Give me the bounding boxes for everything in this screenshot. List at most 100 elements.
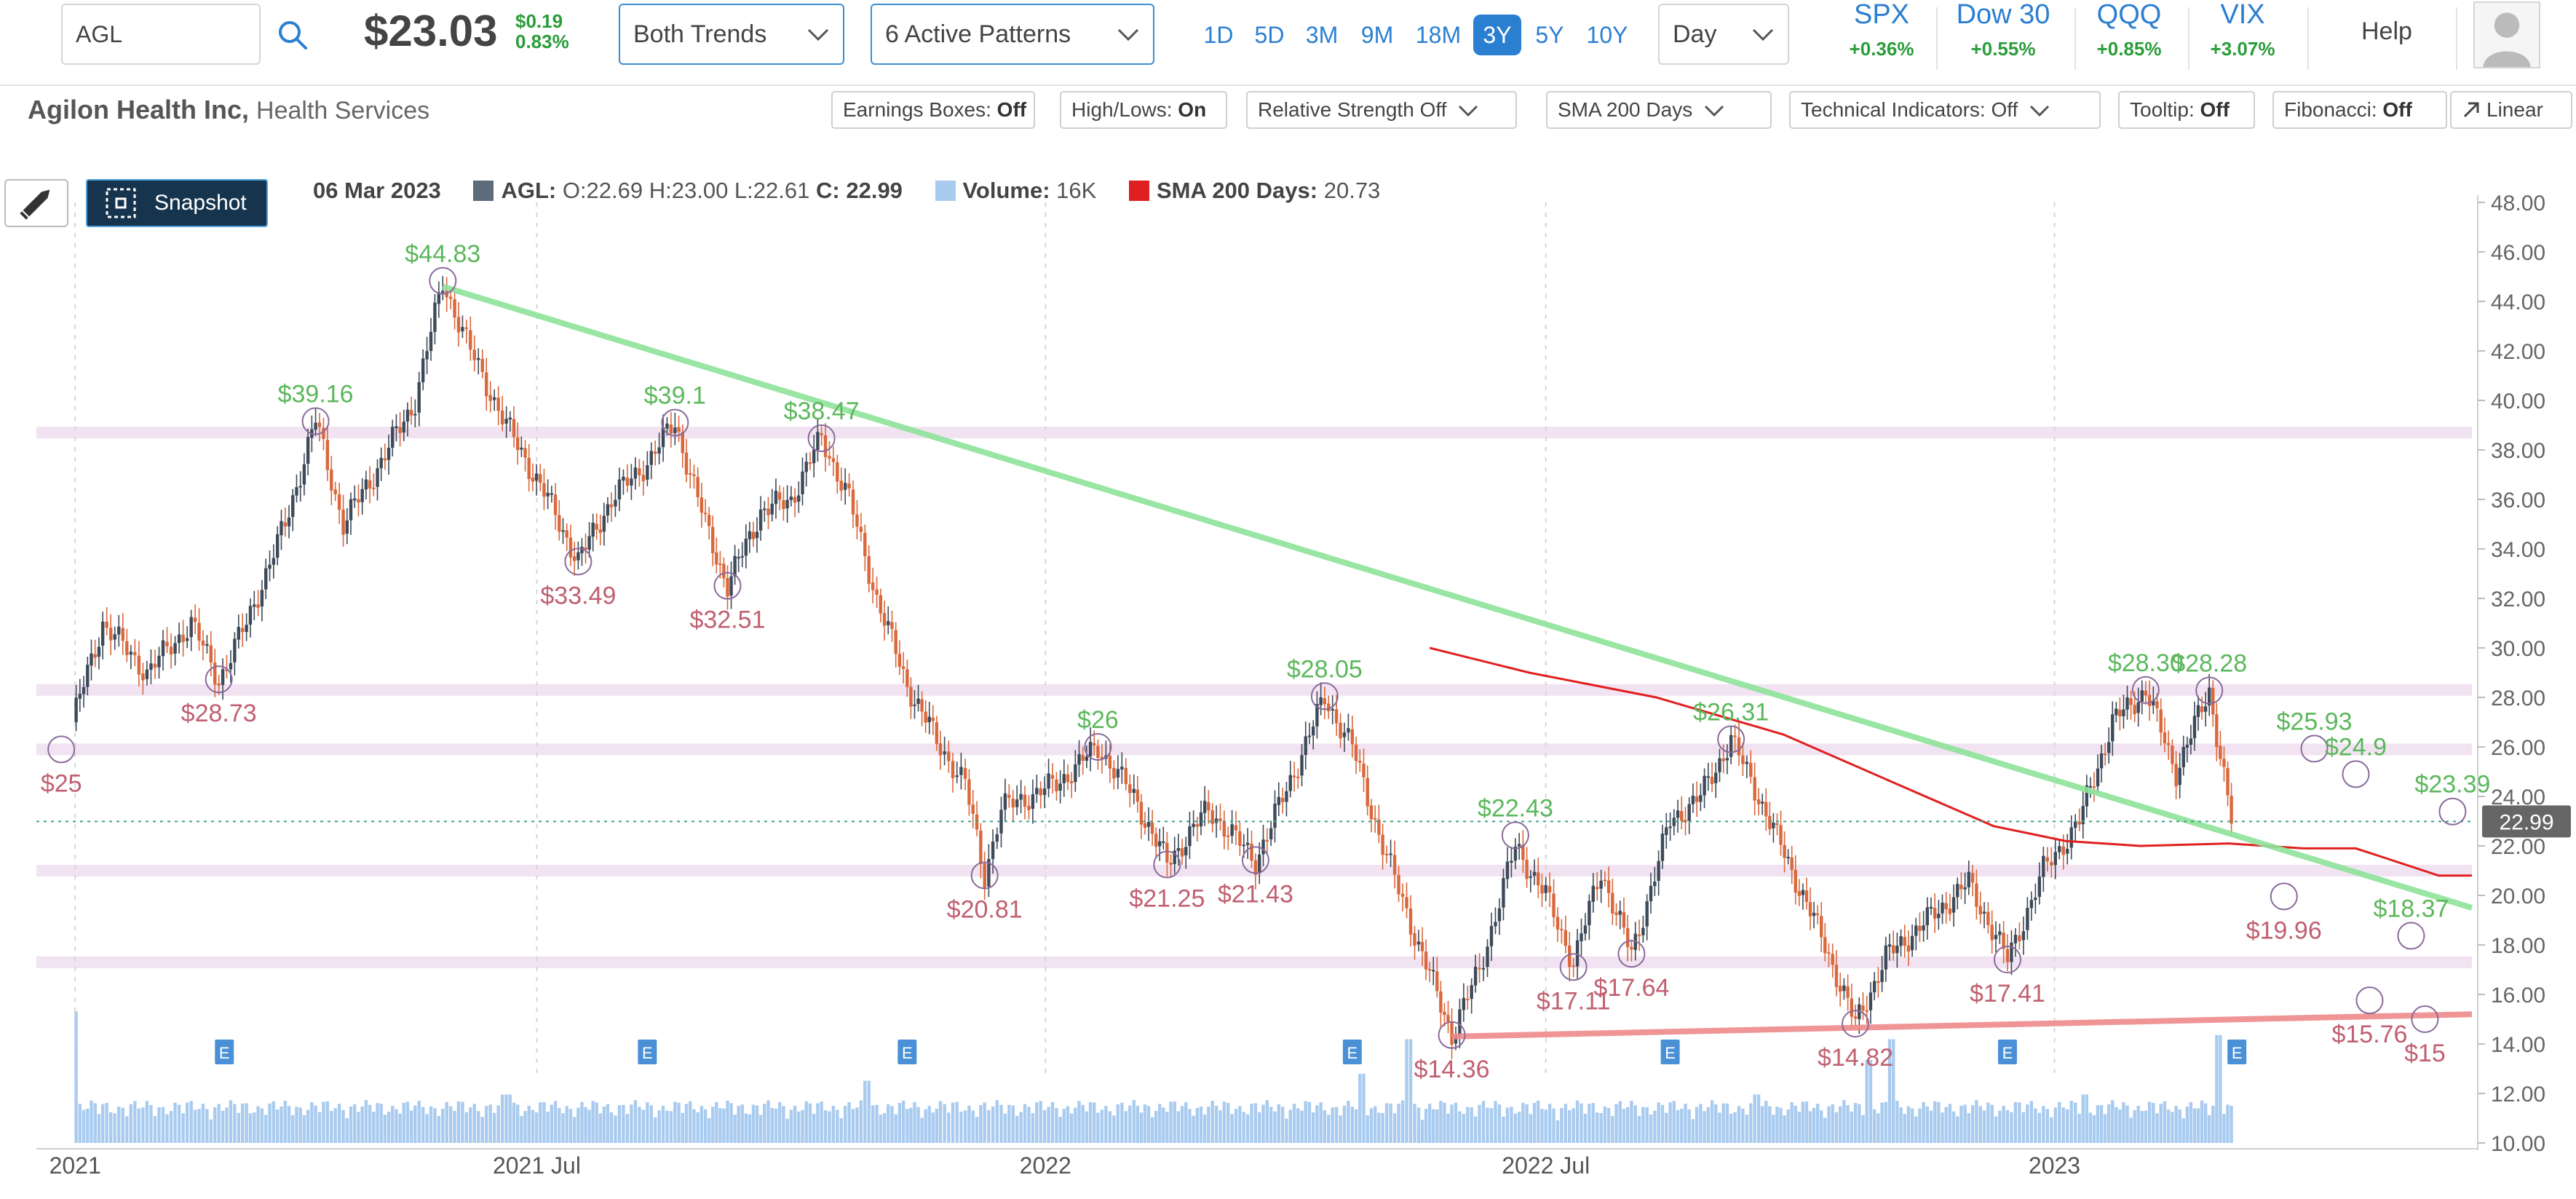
patterns-dropdown[interactable]: 6 Active Patterns bbox=[871, 4, 1154, 65]
candle-body bbox=[622, 476, 625, 481]
volume-bar bbox=[546, 1112, 550, 1143]
volume-bar bbox=[2200, 1100, 2204, 1143]
sma-dropdown[interactable]: SMA 200 Days bbox=[1546, 91, 1772, 129]
index-spx[interactable]: SPX +0.36% bbox=[1834, 0, 1929, 60]
candle-body bbox=[999, 810, 1003, 834]
volume-bar bbox=[1951, 1111, 1956, 1143]
volume-bar bbox=[1653, 1110, 1657, 1143]
candle-body bbox=[591, 522, 595, 537]
volume-bar bbox=[793, 1105, 797, 1143]
trend-dropdown[interactable]: Both Trends bbox=[619, 4, 844, 65]
volume-bar bbox=[924, 1109, 927, 1143]
volume-bar bbox=[617, 1105, 622, 1143]
high-lows-toggle[interactable]: High/Lows: On bbox=[1060, 91, 1227, 129]
volume-bar bbox=[1280, 1107, 1285, 1143]
volume-bar bbox=[1116, 1104, 1120, 1143]
interval-dropdown[interactable]: Day bbox=[1658, 4, 1789, 65]
search-icon[interactable] bbox=[275, 17, 310, 52]
relative-strength-dropdown[interactable]: Relative Strength Off bbox=[1246, 91, 1517, 129]
y-tick-label: 48.00 bbox=[2491, 191, 2545, 215]
technical-indicators-dropdown[interactable]: Technical Indicators: Off bbox=[1789, 91, 2101, 129]
index-vix[interactable]: VIX +3.07% bbox=[2195, 0, 2290, 60]
scale-toggle[interactable]: Linear bbox=[2450, 91, 2572, 129]
candle-body bbox=[1199, 812, 1203, 827]
range-10y[interactable]: 10Y bbox=[1586, 22, 1628, 48]
range-3m[interactable]: 3M bbox=[1305, 22, 1339, 48]
candle-body bbox=[1069, 781, 1074, 783]
volume-bar bbox=[1366, 1115, 1369, 1143]
candle-body bbox=[987, 858, 991, 887]
fibonacci-toggle[interactable]: Fibonacci: Off bbox=[2272, 91, 2447, 129]
index-qqq[interactable]: QQQ +0.85% bbox=[2082, 0, 2176, 60]
candle-body bbox=[823, 435, 828, 457]
candle-body bbox=[317, 422, 322, 427]
index-change: +0.55% bbox=[1970, 38, 2036, 60]
snapshot-button[interactable]: Snapshot bbox=[86, 179, 268, 227]
volume-bar bbox=[576, 1107, 580, 1143]
candle-body bbox=[1797, 891, 1802, 896]
volume-bar bbox=[264, 1115, 268, 1143]
volume-bar bbox=[1222, 1101, 1226, 1143]
candle-body bbox=[121, 628, 124, 641]
volume-bar bbox=[1804, 1101, 1809, 1143]
candle-body bbox=[1555, 917, 1560, 930]
candle-body bbox=[1384, 853, 1389, 855]
candle-body bbox=[782, 500, 785, 510]
volume-bar bbox=[1668, 1102, 1672, 1143]
help-link[interactable]: Help bbox=[2361, 17, 2412, 45]
option-value: On bbox=[1178, 98, 1207, 121]
volume-bar bbox=[213, 1107, 217, 1143]
candle-body bbox=[1405, 897, 1408, 909]
volume-bar bbox=[816, 1103, 820, 1143]
low-marker bbox=[1842, 1010, 1870, 1038]
volume-bar bbox=[1300, 1110, 1304, 1143]
candle-body bbox=[256, 604, 260, 609]
range-5y[interactable]: 5Y bbox=[1535, 22, 1564, 48]
volume-bar bbox=[1994, 1116, 1998, 1143]
candle-body bbox=[345, 520, 349, 534]
candle-body bbox=[633, 467, 638, 479]
volume-bar bbox=[456, 1101, 461, 1143]
range-9m[interactable]: 9M bbox=[1360, 22, 1394, 48]
candle-body bbox=[2133, 705, 2136, 715]
avatar[interactable] bbox=[2473, 1, 2540, 68]
candle-body bbox=[330, 469, 333, 491]
candle-body bbox=[1710, 777, 1714, 785]
candle-body bbox=[831, 458, 836, 462]
range-18m[interactable]: 18M bbox=[1415, 22, 1462, 48]
volume-bar bbox=[441, 1108, 445, 1143]
resistance-trend-line bbox=[442, 283, 2473, 911]
range-1d[interactable]: 1D bbox=[1203, 22, 1234, 48]
candle-body bbox=[1547, 886, 1552, 893]
volume-bar bbox=[1207, 1107, 1210, 1143]
tooltip-toggle[interactable]: Tooltip: Off bbox=[2118, 91, 2255, 129]
candle-body bbox=[1100, 756, 1104, 760]
candle-body bbox=[2196, 705, 2200, 717]
candle-body bbox=[391, 427, 395, 448]
candle-body bbox=[801, 471, 804, 494]
candle-body bbox=[1377, 819, 1381, 835]
candle-body bbox=[1951, 897, 1956, 913]
range-3y[interactable]: 3Y bbox=[1473, 15, 1521, 55]
volume-bar bbox=[1633, 1105, 1637, 1143]
candle-body bbox=[480, 359, 484, 373]
index-dow[interactable]: Dow 30 +0.55% bbox=[1945, 0, 2061, 60]
candle-body bbox=[715, 552, 718, 565]
volume-bar bbox=[1510, 1107, 1513, 1143]
candle-body bbox=[843, 483, 847, 490]
candle-body bbox=[1544, 885, 1547, 893]
low-label: $14.36 bbox=[1414, 1056, 1490, 1083]
symbol-input[interactable]: AGL bbox=[61, 4, 261, 65]
option-value: Off bbox=[2200, 98, 2230, 121]
option-label: Technical Indicators: Off bbox=[1801, 98, 2018, 121]
candle-body bbox=[733, 555, 737, 577]
volume-bar bbox=[86, 1108, 90, 1143]
high-marker bbox=[661, 408, 689, 437]
draw-button[interactable] bbox=[4, 179, 68, 227]
candle-body bbox=[1234, 825, 1238, 831]
range-5d[interactable]: 5D bbox=[1254, 22, 1285, 48]
low-label: $17.11 bbox=[1537, 987, 1610, 1015]
earnings-boxes-toggle[interactable]: Earnings Boxes: Off bbox=[831, 91, 1035, 129]
candle-body bbox=[1124, 767, 1128, 785]
